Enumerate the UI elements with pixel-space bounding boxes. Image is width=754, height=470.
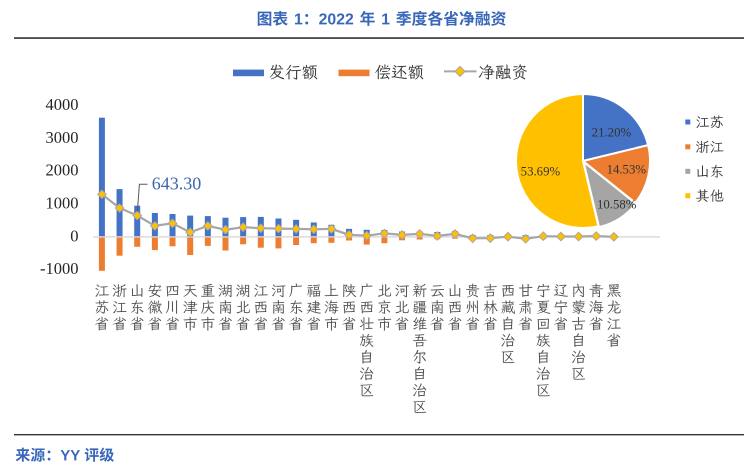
svg-text:643.30: 643.30 bbox=[152, 174, 202, 194]
svg-text:1000: 1000 bbox=[46, 194, 79, 213]
svg-text:3000: 3000 bbox=[46, 128, 79, 147]
svg-text:14.53%: 14.53% bbox=[607, 163, 647, 177]
svg-text:4000: 4000 bbox=[46, 95, 79, 114]
svg-text:0: 0 bbox=[70, 226, 78, 245]
svg-text:-1000: -1000 bbox=[40, 259, 79, 278]
svg-text:10.58%: 10.58% bbox=[597, 198, 637, 212]
svg-text:21.20%: 21.20% bbox=[592, 125, 632, 139]
svg-text:2000: 2000 bbox=[46, 161, 79, 180]
svg-text:53.69%: 53.69% bbox=[521, 165, 561, 179]
